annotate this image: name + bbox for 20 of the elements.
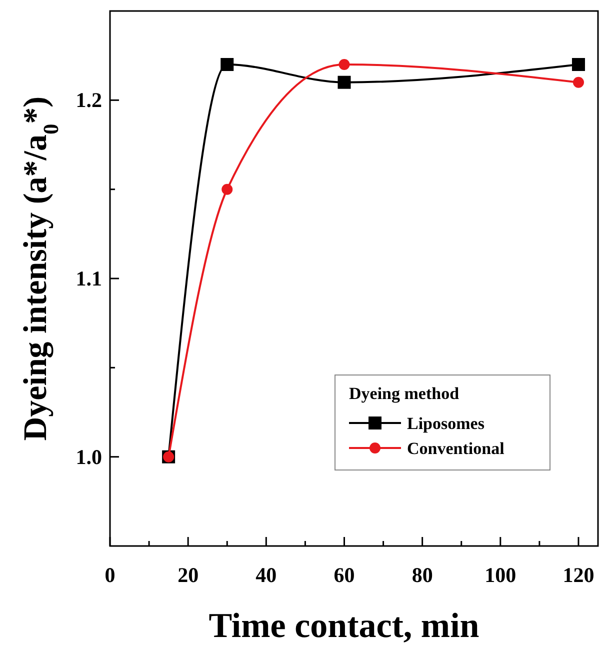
x-tick-label: 100 bbox=[484, 563, 516, 587]
x-tick-label: 0 bbox=[104, 563, 116, 587]
y-tick-label: 1.0 bbox=[76, 444, 102, 469]
x-tick-label: 80 bbox=[412, 563, 433, 587]
legend-label: Liposomes bbox=[407, 414, 485, 433]
point bbox=[220, 58, 234, 71]
y-tick-label: 1.2 bbox=[76, 88, 102, 112]
y-tick-label: 1.1 bbox=[76, 266, 102, 290]
legend-title: Dyeing method bbox=[349, 384, 460, 403]
x-tick-label: 40 bbox=[256, 563, 277, 587]
point bbox=[338, 76, 351, 89]
point bbox=[338, 59, 350, 70]
x-tick-label: 60 bbox=[334, 563, 355, 587]
x-axis-title: Time contact, min bbox=[208, 606, 480, 645]
point bbox=[572, 76, 584, 88]
x-tick-label: 20 bbox=[178, 563, 199, 587]
legend-label: Conventional bbox=[407, 439, 505, 458]
point bbox=[222, 184, 233, 195]
point bbox=[572, 58, 585, 71]
x-tick-label: 120 bbox=[562, 563, 594, 587]
